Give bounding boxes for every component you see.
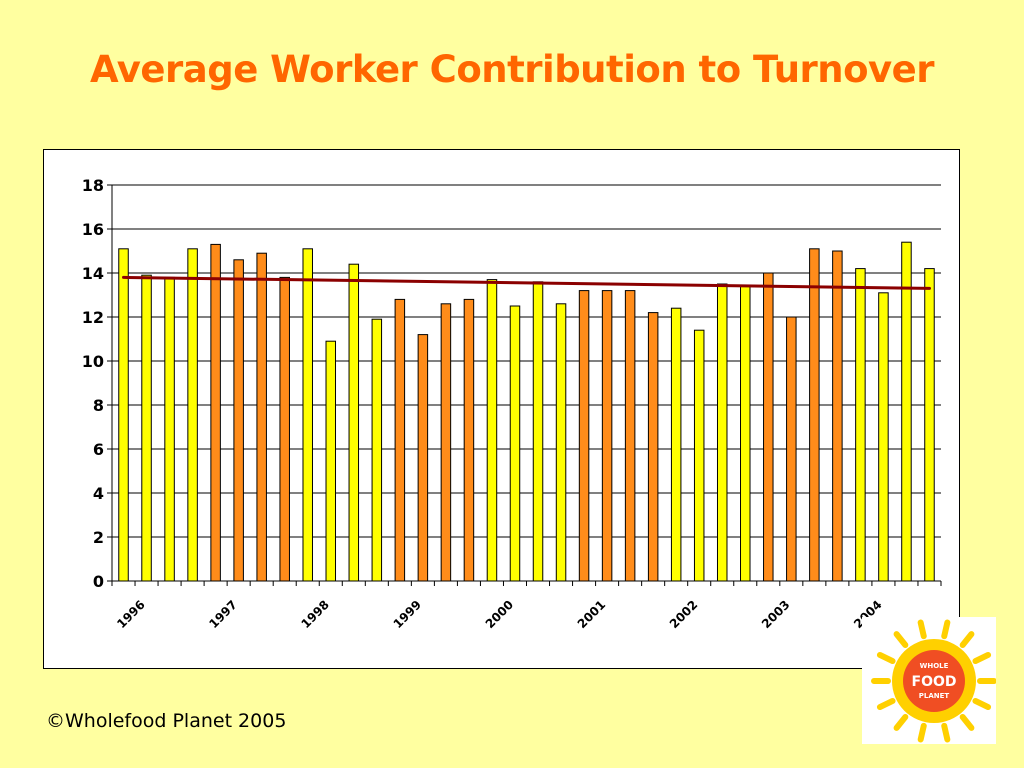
trendline — [122, 275, 931, 290]
svg-text:PLANET: PLANET — [919, 692, 950, 700]
bar — [486, 279, 498, 582]
slide-title: Average Worker Contribution to Turnover — [89, 48, 935, 91]
x-tick-label: 2001 — [575, 598, 609, 632]
y-tick-label: 10 — [82, 352, 104, 371]
bar — [417, 334, 429, 582]
y-tick-label: 12 — [82, 308, 104, 327]
copyright-footer: ©Wholefood Planet 2005 — [46, 710, 287, 732]
bar — [832, 250, 843, 582]
bar — [647, 312, 659, 582]
bar — [210, 243, 221, 582]
bar — [763, 272, 774, 582]
bar — [786, 316, 797, 582]
bar — [716, 283, 728, 582]
wholefood-planet-logo: WHOLE FOOD PLANET — [862, 617, 997, 744]
x-tick-label: 1999 — [391, 598, 425, 632]
bar — [624, 290, 636, 582]
chart-frame: 0 2 4 6 8 10 12 14 16 18 1996 1997 1998 1999 2000 2001 2… — [43, 149, 960, 669]
x-tick-label: 1998 — [298, 598, 332, 632]
bar — [601, 290, 613, 582]
y-tick-label: 4 — [93, 484, 104, 503]
bar — [924, 268, 935, 582]
bar — [302, 248, 313, 582]
y-tick-label: 16 — [82, 220, 104, 239]
bar — [509, 305, 521, 582]
bar — [141, 274, 152, 582]
bar — [809, 248, 820, 582]
bar — [187, 248, 198, 582]
bar — [532, 281, 544, 582]
bar-chart: 0 2 4 6 8 10 12 14 16 18 1996 1997 1998 1999 2000 2001 2… — [82, 176, 942, 632]
bar — [670, 307, 682, 582]
y-tick-label: 8 — [93, 396, 104, 415]
bar — [901, 241, 912, 582]
bar — [371, 318, 383, 582]
bar — [394, 298, 406, 582]
y-tick-label: 14 — [82, 264, 104, 283]
svg-text:FOOD: FOOD — [912, 674, 957, 690]
bar — [693, 329, 705, 582]
bar — [348, 263, 360, 582]
x-tick-label: 2000 — [483, 598, 517, 632]
bar — [118, 248, 129, 582]
x-tick-label: 2003 — [759, 598, 793, 632]
y-tick-label: 18 — [82, 176, 104, 195]
bar — [578, 290, 590, 582]
x-tick-label: 1996 — [114, 598, 148, 632]
y-tick-label: 0 — [93, 572, 104, 591]
bar — [878, 292, 889, 582]
bar — [256, 252, 267, 582]
bar — [164, 276, 175, 582]
bar — [740, 285, 751, 582]
y-tick-label: 2 — [93, 528, 104, 547]
x-tick-label: 2002 — [667, 598, 701, 632]
bar — [233, 259, 244, 582]
sun-logo-icon: WHOLE FOOD PLANET — [871, 619, 997, 743]
bar — [855, 268, 866, 582]
bar — [325, 340, 337, 582]
bar — [555, 303, 567, 582]
x-tick-label: 1997 — [206, 598, 240, 632]
bar — [463, 298, 475, 582]
y-tick-label: 6 — [93, 440, 104, 459]
bar — [279, 276, 290, 582]
bar — [440, 303, 452, 582]
svg-text:WHOLE: WHOLE — [920, 662, 949, 670]
